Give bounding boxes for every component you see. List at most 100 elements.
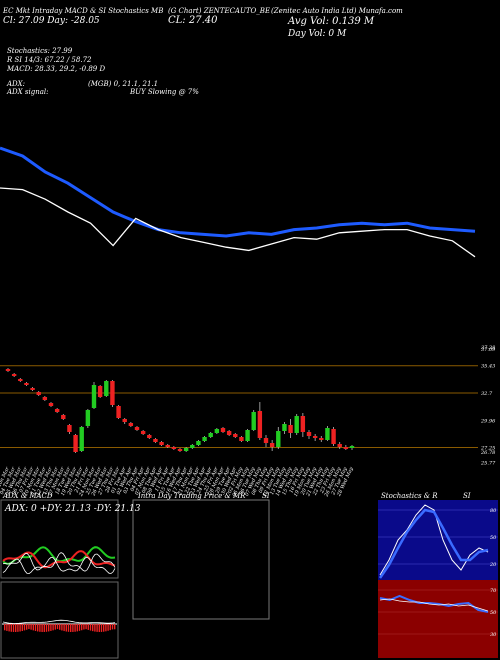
- candle-body: [325, 428, 330, 440]
- candle-body: [61, 415, 66, 419]
- candle-body: [153, 439, 158, 442]
- candle-body: [91, 385, 97, 408]
- header-line1-right: (Zenitec Auto India Ltd) Munafa.com: [271, 7, 403, 15]
- candle-body: [331, 429, 336, 444]
- candle-body: [73, 435, 78, 452]
- macd-histogram-bar: [70, 624, 72, 632]
- macd-histogram-bar: [6, 624, 8, 631]
- candle-body: [245, 430, 250, 441]
- candle-body: [177, 449, 183, 451]
- level-label: 25.77: [480, 460, 496, 466]
- macd-histogram-bar: [19, 624, 21, 632]
- candle-body: [312, 436, 318, 438]
- intraday-panel-si: SI: [262, 492, 270, 500]
- candle-body: [5, 369, 11, 371]
- macd-histogram-bar: [63, 624, 65, 632]
- intraday-panel-title: Intra Day Trading Price & MR: [138, 492, 246, 500]
- day-vol-label: Day Vol: 0 M: [288, 29, 347, 39]
- candle-body: [159, 442, 164, 445]
- stoch-panel-si: SI: [463, 492, 471, 500]
- macd-histogram-bar: [114, 624, 116, 630]
- candle-body: [276, 431, 281, 447]
- macd-histogram-bar: [41, 624, 43, 632]
- macd-histogram-bar: [107, 624, 109, 631]
- candle-body: [343, 447, 349, 449]
- macd-histogram-bar: [98, 624, 100, 632]
- intraday-panel: [132, 499, 270, 620]
- stoch-tick-label: 20: [489, 562, 497, 568]
- level-label: 37.28: [481, 345, 495, 351]
- candle-body: [183, 448, 189, 451]
- candle-body: [251, 412, 256, 430]
- rsi-panel: [378, 580, 498, 658]
- macd-readout: MACD: 28.33, 29.2, -0.89 D: [7, 65, 106, 73]
- header-line1-mid: (G Chart) ZENTECAUTO_BE: [168, 7, 271, 15]
- candle-body: [263, 438, 269, 443]
- candle-body: [239, 437, 244, 441]
- close-label: CL: 27.40: [168, 15, 218, 26]
- rsi-tick-label: 50: [490, 610, 497, 616]
- macd-histogram-bar: [48, 624, 50, 632]
- candle-body: [190, 445, 195, 448]
- macd-histogram-bar: [61, 624, 63, 631]
- macd-histogram-bar: [78, 624, 81, 631]
- candle-body: [306, 432, 312, 436]
- candle-body: [110, 381, 115, 405]
- macd-histogram-bar: [74, 624, 76, 632]
- candle-body: [122, 419, 127, 422]
- price-line: [0, 187, 476, 258]
- level-label: 26.78: [480, 450, 495, 456]
- level-label: 32.7: [481, 391, 493, 397]
- macd-histogram-bar: [109, 624, 111, 631]
- candle-body: [196, 441, 201, 445]
- adx-signal-line: [2, 556, 116, 575]
- candle-body: [42, 397, 48, 400]
- macd-histogram-bar: [89, 624, 92, 631]
- macd-histogram-bar: [87, 624, 89, 630]
- macd-histogram-bar: [94, 624, 96, 632]
- candle-body: [337, 444, 342, 447]
- candle-body: [171, 447, 177, 449]
- candle-body: [300, 416, 306, 432]
- macd-histogram-bar: [103, 624, 105, 632]
- avg-vol-label: Avg Vol: 0.139 M: [288, 16, 375, 27]
- stoch-tick-label: 80: [490, 508, 497, 514]
- macd-histogram-bar: [59, 624, 61, 630]
- macd-histogram-bar: [4, 624, 6, 631]
- macd-histogram-bar: [37, 624, 39, 632]
- macd-line: [2, 619, 116, 624]
- candle-body: [67, 425, 72, 432]
- macd-histogram-bar: [39, 624, 41, 632]
- candle-body: [208, 433, 213, 437]
- adx-panel-title: ADX & MACD: [3, 492, 53, 500]
- candle-body: [85, 410, 91, 426]
- level-label: 35.43: [481, 364, 495, 370]
- candle-body: [116, 406, 121, 418]
- macd-histogram-bar: [54, 624, 56, 630]
- macd-histogram-bar: [8, 624, 10, 632]
- stoch-d-line: [378, 508, 489, 579]
- macd-histogram-bar: [96, 624, 98, 632]
- macd-histogram-bar: [105, 624, 107, 632]
- candle-body: [282, 424, 287, 431]
- candle-body: [269, 443, 275, 447]
- candle-body: [214, 429, 220, 433]
- candle-body: [97, 386, 103, 397]
- adx-minus-line: [2, 550, 116, 569]
- macd-histogram-bar: [50, 624, 52, 631]
- adx-line: [2, 552, 116, 573]
- rsi-signal-line: [379, 598, 489, 612]
- macd-histogram-bar: [100, 624, 103, 632]
- stoch-panel-title: Stochastics & R: [381, 492, 438, 500]
- macd-histogram-bar: [85, 624, 87, 630]
- candle-body: [165, 445, 170, 447]
- macd-histogram-bar: [34, 624, 37, 631]
- macd-histogram-bar: [12, 624, 15, 632]
- candle-body: [79, 427, 84, 451]
- macd-histogram-bar: [43, 624, 45, 632]
- stoch-readout: Stochastics: 27.99: [7, 47, 73, 55]
- candle-body: [54, 409, 60, 412]
- macd-histogram-bar: [81, 624, 83, 631]
- ma-line: [0, 146, 476, 238]
- candle-body: [140, 431, 146, 434]
